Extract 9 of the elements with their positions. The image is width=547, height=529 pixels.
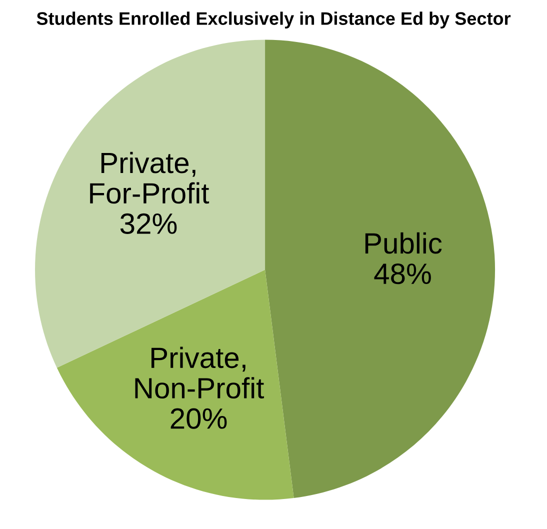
chart-title: Students Enrolled Exclusively in Distance Ed by Sector xyxy=(36,12,511,29)
data-label: 48% xyxy=(374,263,431,284)
pie-slice xyxy=(265,40,496,498)
pie-slice xyxy=(56,270,294,500)
slice-label: Private, For-Profit xyxy=(90,152,210,204)
slice-label: Public xyxy=(365,232,442,254)
data-label: 32% xyxy=(120,213,177,234)
data-label: 20% xyxy=(170,408,227,429)
slice-label: Private, Non-Profit xyxy=(135,346,264,399)
